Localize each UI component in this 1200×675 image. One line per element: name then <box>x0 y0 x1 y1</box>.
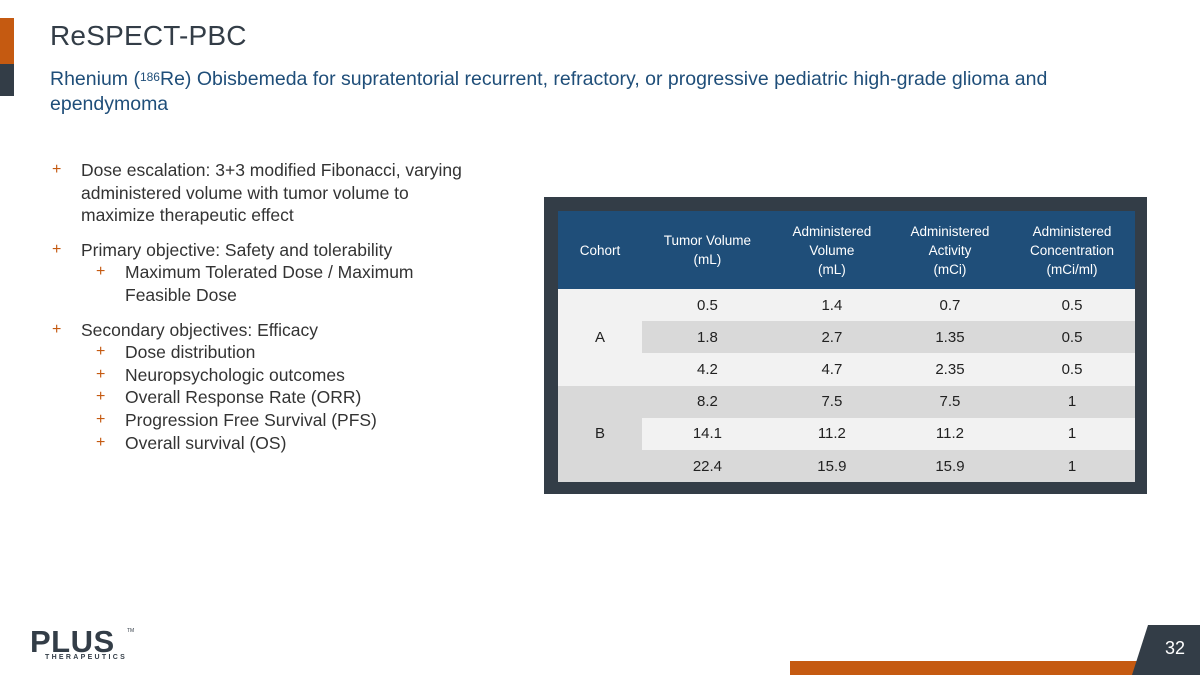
sub-bullet-mtd: + Maximum Tolerated Dose / Maximum Feasi… <box>52 261 472 306</box>
plus-icon: + <box>96 343 106 361</box>
cell-administered-activity: 1.35 <box>935 328 965 346</box>
logo-wordmark: PLUS <box>30 624 115 659</box>
page-number: 32 <box>1164 638 1186 658</box>
cell-tumor-volume: 0.5 <box>696 296 718 314</box>
cell-administered-activity: 2.35 <box>935 360 965 378</box>
plus-icon: + <box>96 263 106 281</box>
cell-administered-volume: 11.2 <box>817 425 846 443</box>
table-row: B 8.2 7.5 7.5 1 <box>558 385 1135 483</box>
sub-bullet-text: Overall survival (OS) <box>125 432 287 453</box>
cell-administered-volume: 2.7 <box>821 328 843 346</box>
sub-bullet-neuropsych: + Neuropsychologic outcomes <box>52 364 472 387</box>
cohort-cell: B <box>558 385 642 483</box>
header-administered-concentration: Administered Concentration (mCi/ml) <box>1008 211 1135 289</box>
table-row: 14.1 11.2 11.2 1 <box>558 417 1135 450</box>
cell-tumor-volume: 1.8 <box>696 328 718 346</box>
cell-administered-concentration: 1 <box>1067 425 1077 443</box>
sub-bullet-text: Maximum Tolerated Dose / Maximum Feasibl… <box>125 262 414 305</box>
sub-bullet-pfs: + Progression Free Survival (PFS) <box>52 409 472 432</box>
bullet-group-primary: + Primary objective: Safety and tolerabi… <box>52 239 472 307</box>
dose-escalation-table: Cohort Tumor Volume (mL) Administered Volu… <box>558 211 1135 483</box>
logo-subtitle: THERAPEUTICS <box>45 654 128 661</box>
header-tumor-volume: Tumor Volume (mL) <box>642 211 773 289</box>
cell-administered-concentration: 0.5 <box>1061 328 1083 346</box>
header-cohort: Cohort <box>558 211 642 289</box>
slide-title: ReSPECT-PBC <box>50 20 247 51</box>
dose-table-frame: Cohort Tumor Volume (mL) Administered Volu… <box>544 197 1147 494</box>
footer-accent-bar <box>790 661 1150 675</box>
cell-administered-concentration: 1 <box>1067 457 1077 475</box>
cell-administered-activity: 0.7 <box>939 296 961 314</box>
plus-icon: + <box>52 320 62 338</box>
cell-administered-volume: 1.4 <box>821 296 843 314</box>
bullet-text: Primary objective: Safety and tolerabili… <box>81 239 393 260</box>
plus-icon: + <box>96 433 106 451</box>
table-row: 22.4 15.9 15.9 1 <box>558 449 1135 483</box>
cell-administered-volume: 15.9 <box>817 457 847 475</box>
accent-bar-orange <box>0 18 14 64</box>
plus-icon: + <box>52 240 62 258</box>
plus-icon: + <box>96 365 106 383</box>
cell-administered-volume: 4.7 <box>821 360 843 378</box>
table-row: 1.8 2.7 1.35 0.5 <box>558 321 1135 354</box>
sub-bullet-dose-distribution: + Dose distribution <box>52 341 472 364</box>
subtitle-pre: Rhenium ( <box>50 68 140 90</box>
bullet-secondary-objective: + Secondary objectives: Efficacy <box>52 319 472 342</box>
cell-tumor-volume: 4.2 <box>696 360 718 378</box>
bullet-list: + Dose escalation: 3+3 modified Fibonacc… <box>52 159 472 466</box>
header-administered-activity: Administered Activity (mCi) <box>890 211 1009 289</box>
cell-administered-activity: 11.2 <box>935 425 964 443</box>
table-row: 4.2 4.7 2.35 0.5 <box>558 353 1135 386</box>
plus-icon: + <box>52 161 62 178</box>
cell-administered-activity: 15.9 <box>935 457 965 475</box>
subtitle-superscript: 186 <box>139 70 160 84</box>
subtitle-post: Re) Obisbemeda for supratentorial recurr… <box>50 68 1048 115</box>
plus-icon: + <box>96 410 106 428</box>
bullet-text: Dose escalation: 3+3 modified Fibonacci,… <box>81 160 462 226</box>
plus-therapeutics-logo: PLUS TM THERAPEUTICS <box>30 624 140 666</box>
cell-tumor-volume: 8.2 <box>696 393 718 411</box>
cell-tumor-volume: 14.1 <box>692 425 723 443</box>
cell-administered-concentration: 0.5 <box>1061 360 1083 378</box>
plus-icon: + <box>96 388 106 406</box>
cell-administered-volume: 7.5 <box>821 393 843 411</box>
slide-subtitle: Rhenium (186Re) Obisbemeda for supratent… <box>50 67 1050 117</box>
header-administered-volume: Administered Volume (mL) <box>772 211 891 289</box>
sub-bullet-text: Neuropsychologic outcomes <box>125 364 345 385</box>
sub-bullet-text: Progression Free Survival (PFS) <box>125 409 377 430</box>
sub-bullet-os: + Overall survival (OS) <box>52 432 472 455</box>
bullet-primary-objective: + Primary objective: Safety and tolerabi… <box>52 239 472 262</box>
cohort-cell: A <box>558 289 642 386</box>
sub-bullet-text: Dose distribution <box>125 342 256 363</box>
bullet-dose-escalation: + Dose escalation: 3+3 modified Fibonacc… <box>52 159 472 227</box>
table-row: A 0.5 1.4 0.7 0.5 <box>558 289 1135 386</box>
cell-administered-activity: 7.5 <box>939 393 961 411</box>
cell-administered-concentration: 1 <box>1067 393 1077 411</box>
table-header-row: Cohort Tumor Volume (mL) Administered Volu… <box>558 211 1135 289</box>
bullet-group-secondary: + Secondary objectives: Efficacy + Dose … <box>52 319 472 455</box>
cell-tumor-volume: 22.4 <box>692 457 723 475</box>
sub-bullet-orr: + Overall Response Rate (ORR) <box>52 386 472 409</box>
bullet-text: Secondary objectives: Efficacy <box>81 319 319 340</box>
logo-trademark: TM <box>127 628 135 634</box>
cell-administered-concentration: 0.5 <box>1061 296 1083 314</box>
sub-bullet-text: Overall Response Rate (ORR) <box>125 387 362 408</box>
accent-bar-dark <box>0 64 14 96</box>
